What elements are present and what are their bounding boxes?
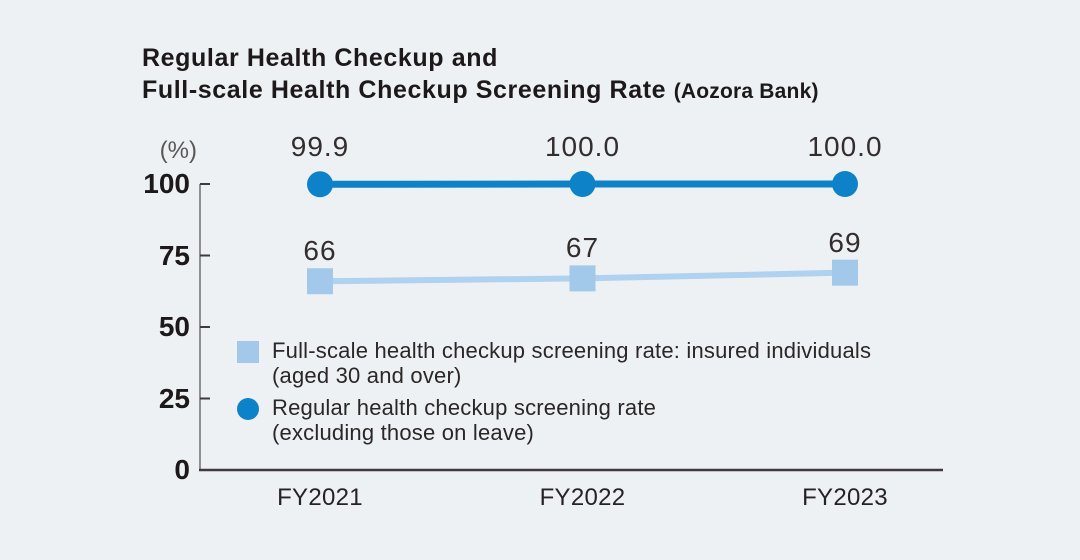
legend: Full-scale health checkup screening rate…	[237, 338, 871, 445]
square-marker-icon	[237, 341, 259, 363]
legend-item-regular: Regular health checkup screening rate (e…	[237, 395, 871, 445]
x-axis-label: FY2023	[802, 484, 888, 511]
square-data-marker	[832, 259, 858, 286]
legend-item-full-scale: Full-scale health checkup screening rate…	[237, 338, 871, 388]
value-label: 69	[828, 226, 862, 258]
legend-line2: (excluding those on leave)	[272, 420, 535, 445]
y-axis-tick-label: 25	[158, 382, 190, 414]
legend-line1: Full-scale health checkup screening rate…	[272, 338, 872, 363]
legend-line1: Regular health checkup screening rate	[272, 395, 657, 420]
x-axis-label: FY2022	[539, 484, 626, 511]
chart-title-suffix: (Aozora Bank)	[673, 80, 819, 103]
value-label: 100.0	[807, 131, 883, 162]
circle-marker-icon	[237, 398, 259, 420]
value-label: 99.9	[290, 131, 350, 163]
y-axis-tick-label: 50	[158, 311, 190, 342]
value-label: 67	[565, 232, 600, 264]
y-axis-tick-label: 0	[174, 454, 190, 485]
circle-data-marker	[307, 171, 333, 198]
square-data-marker	[569, 265, 596, 292]
x-axis-label: FY2021	[277, 484, 363, 511]
y-axis-tick-label: 75	[158, 239, 190, 271]
legend-item-text: Regular health checkup screening rate (e…	[272, 395, 656, 445]
square-data-marker	[307, 268, 333, 295]
circle-data-marker	[569, 171, 596, 197]
chart-title-line2-text: Full-scale Health Checkup Screening Rate	[142, 76, 667, 104]
legend-line2: (aged 30 and over)	[272, 363, 462, 388]
chart-title-line1: Regular Health Checkup and	[142, 44, 498, 72]
y-axis-unit-label: (%)	[159, 137, 197, 164]
legend-item-text: Full-scale health checkup screening rate…	[272, 338, 871, 388]
chart-title-line2: Full-scale Health Checkup Screening Rate…	[142, 74, 819, 108]
circle-data-marker	[832, 171, 858, 197]
chart-title: Regular Health Checkup and Full-scale He…	[142, 42, 819, 108]
y-axis-tick-label: 100	[143, 168, 190, 199]
value-label: 100.0	[544, 131, 621, 162]
value-label: 66	[303, 235, 337, 267]
